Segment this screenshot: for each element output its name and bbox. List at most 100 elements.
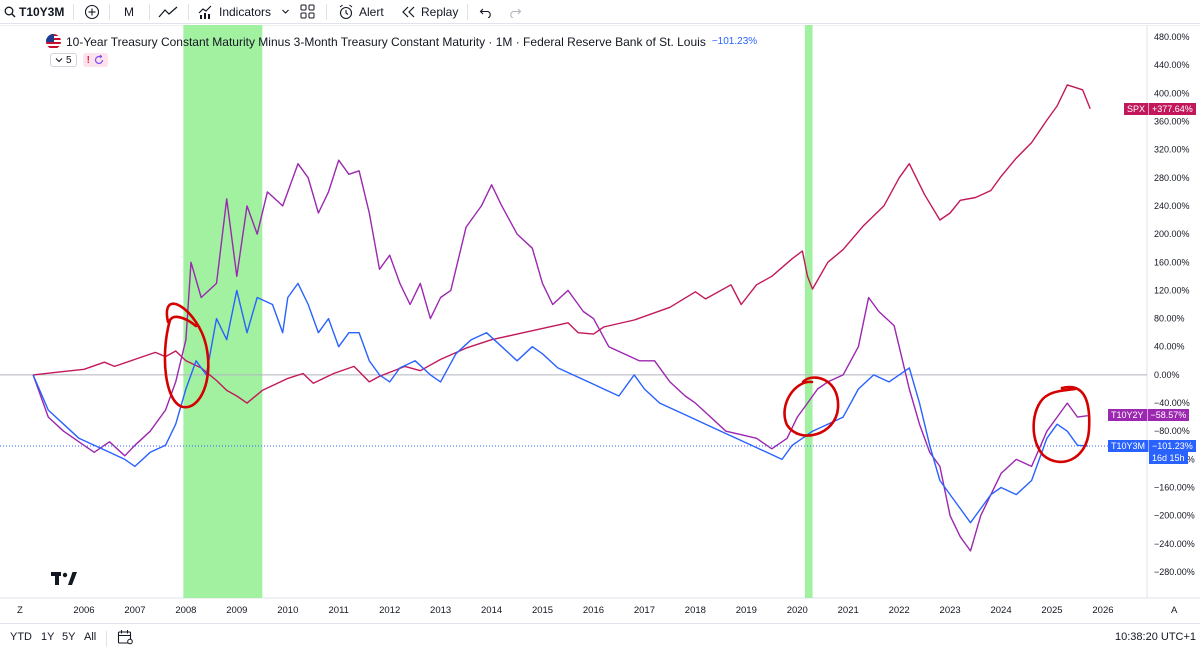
x-tick-label: 2010: [277, 605, 298, 616]
t10y2y-label-value: −58.57%: [1147, 409, 1190, 421]
x-tick-label: 2022: [889, 605, 910, 616]
plus-circle-icon: [84, 4, 100, 19]
symbol-search-button[interactable]: T10Y3M: [4, 0, 64, 23]
undo-icon: [479, 8, 491, 18]
toolbar-divider: [326, 4, 327, 20]
redo-button[interactable]: [508, 0, 522, 23]
toolbar-divider: [188, 4, 189, 20]
data-alert-badge[interactable]: !: [82, 53, 108, 67]
interval-label: M: [124, 4, 134, 19]
x-tick-label: 2015: [532, 605, 553, 616]
line-chart-icon: [158, 6, 178, 17]
x-tick-label: 2026: [1092, 605, 1113, 616]
x-tick-label: 2025: [1041, 605, 1062, 616]
x-tick-label: 2023: [940, 605, 961, 616]
toolbar-divider: [73, 4, 74, 20]
recession-band-1: [183, 25, 263, 598]
y-tick-label: 280.00%: [1154, 173, 1190, 183]
x-tick-label: 2020: [787, 605, 808, 616]
interval-button[interactable]: M: [124, 0, 134, 23]
rewind-icon: [402, 6, 415, 17]
chevron-down-icon: [55, 58, 63, 63]
spx-price-label: SPX +377.64%: [1124, 103, 1196, 115]
y-tick-label: 360.00%: [1154, 116, 1190, 126]
redo-icon: [510, 8, 522, 18]
indicators-label: Indicators: [219, 4, 272, 19]
legend-controls: 5 !: [50, 53, 108, 67]
chart-canvas[interactable]: 480.00% 440.00% 400.00% 360.00% 320.00% 280.0…: [0, 25, 1200, 623]
indicators-collapse-button[interactable]: 5: [50, 53, 77, 67]
annotation-circle-2020: [783, 376, 840, 437]
alert-button[interactable]: Alert: [338, 0, 384, 23]
chevron-down-icon: [282, 9, 289, 14]
indicators-button[interactable]: Indicators: [198, 0, 271, 23]
y-tick-label: −280.00%: [1154, 567, 1195, 577]
toolbar-divider: [467, 4, 468, 20]
t10y3m-label-value: −101.23%: [1149, 440, 1196, 452]
x-tick-label: 2024: [990, 605, 1011, 616]
undo-button[interactable]: [479, 0, 493, 23]
layouts-button[interactable]: [300, 0, 315, 23]
x-tick-label: 2011: [329, 605, 349, 616]
toolbar-divider: [149, 4, 150, 20]
x-tick-label: 2016: [583, 605, 604, 616]
chart-legend: 10-Year Treasury Constant Maturity Minus…: [46, 34, 757, 49]
y-tick-label: 440.00%: [1154, 60, 1190, 70]
t10y2y-price-label: T10Y2Y −58.57%: [1108, 409, 1190, 421]
y-tick-label: −80.00%: [1154, 426, 1190, 436]
alert-label: Alert: [359, 4, 384, 19]
chart-style-button[interactable]: [158, 0, 178, 23]
t10y3m-label-name: T10Y3M: [1108, 440, 1150, 452]
recession-band-2: [804, 25, 813, 598]
y-tick-label: 40.00%: [1154, 342, 1185, 352]
annotation-circle-2025: [1032, 385, 1091, 464]
replay-label: Replay: [421, 4, 459, 19]
indicators-icon: [198, 5, 212, 19]
legend-change: −101.23%: [711, 36, 758, 47]
symbol-label: T10Y3M: [19, 4, 65, 19]
calendar-icon: [117, 630, 133, 645]
y-tick-label: −160.00%: [1154, 483, 1195, 493]
y-tick-label: 400.00%: [1154, 88, 1190, 98]
y-tick-label: 480.00%: [1154, 32, 1190, 42]
x-tick-label: 2008: [175, 605, 196, 616]
spx-label-value: +377.64%: [1149, 103, 1196, 115]
legend-title: 10-Year Treasury Constant Maturity Minus…: [66, 34, 706, 49]
t10y3m-series-line: [32, 282, 1088, 524]
spx-label-name: SPX: [1124, 103, 1150, 115]
clock-timezone[interactable]: 10:38:20 UTC+1: [1115, 631, 1197, 643]
compare-add-button[interactable]: [84, 0, 100, 23]
us-flag-icon: [46, 34, 61, 49]
y-tick-label: 120.00%: [1154, 285, 1190, 295]
log-scale-toggle[interactable]: Z: [17, 605, 23, 616]
bottom-toolbar: YTD 1Y 5Y All 10:38:20 UTC+1: [0, 623, 1200, 653]
auto-scale-toggle[interactable]: A: [1171, 605, 1178, 616]
bar-countdown: 16d 15h: [1149, 452, 1188, 464]
range-all-button[interactable]: All: [84, 631, 97, 643]
t10y2y-series-line: [32, 159, 1088, 552]
range-ytd-button[interactable]: YTD: [10, 631, 32, 643]
y-tick-label: 200.00%: [1154, 229, 1190, 239]
indicator-count: 5: [66, 54, 72, 66]
x-tick-label: 2014: [481, 605, 502, 616]
x-tick-label: 2013: [430, 605, 451, 616]
date-range-button[interactable]: [117, 629, 133, 648]
t10y2y-label-name: T10Y2Y: [1108, 409, 1148, 421]
refresh-icon: [94, 55, 104, 65]
indicators-dropdown[interactable]: [281, 0, 290, 23]
chart-pane[interactable]: 480.00% 440.00% 400.00% 360.00% 320.00% 280.0…: [0, 25, 1200, 653]
annotation-circle-2008: [163, 302, 210, 409]
replay-button[interactable]: Replay: [402, 0, 458, 23]
y-tick-label: −200.00%: [1154, 511, 1195, 521]
tradingview-logo[interactable]: [51, 572, 77, 591]
x-tick-label: 2006: [73, 605, 94, 616]
y-tick-label: 240.00%: [1154, 201, 1190, 211]
x-tick-label: 2009: [226, 605, 247, 616]
range-5y-button[interactable]: 5Y: [62, 631, 76, 643]
range-1y-button[interactable]: 1Y: [41, 631, 55, 643]
y-tick-label: 0.00%: [1154, 370, 1180, 380]
y-tick-label: −40.00%: [1154, 398, 1190, 408]
grid-icon: [300, 4, 315, 19]
t10y3m-price-label: T10Y3M −101.23%: [1108, 440, 1196, 452]
x-tick-label: 2019: [736, 605, 757, 616]
